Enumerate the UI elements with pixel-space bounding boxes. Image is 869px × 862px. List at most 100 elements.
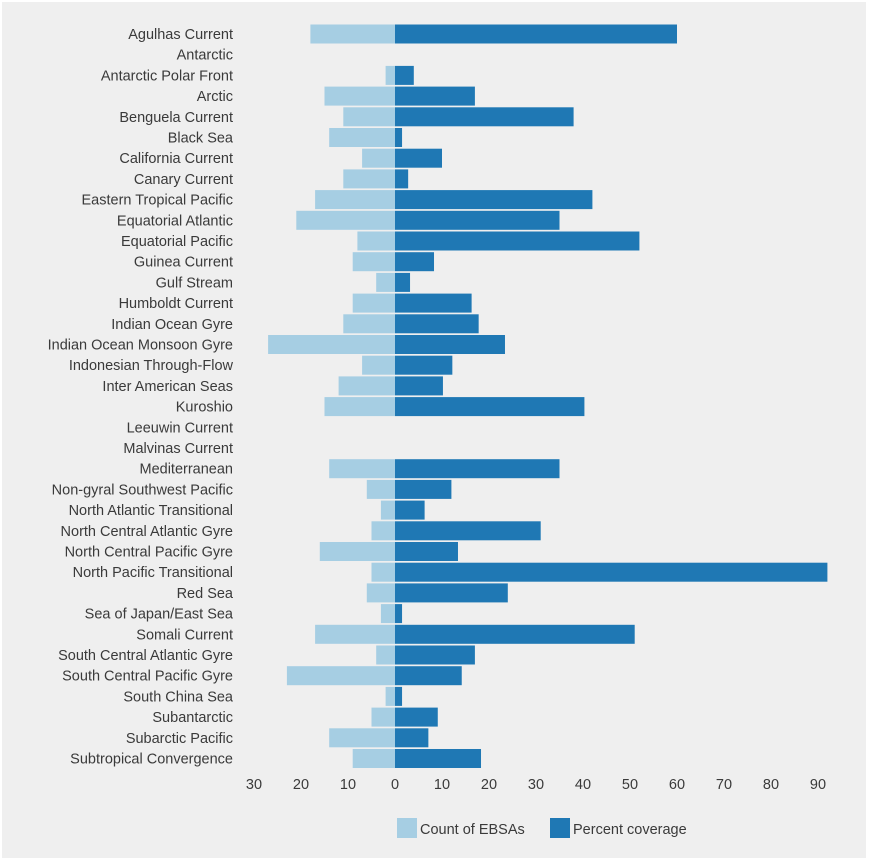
category-label-18: Kuroshio <box>176 400 233 416</box>
bar-count-11 <box>352 252 395 272</box>
bar-percent-16 <box>395 355 453 375</box>
category-label-28: Sea of Japan/East Sea <box>85 607 234 623</box>
bar-percent-34 <box>395 728 429 748</box>
bar-count-33 <box>371 707 395 727</box>
bar-count-23 <box>380 500 395 520</box>
bar-count-21 <box>329 459 395 479</box>
category-label-27: Red Sea <box>177 586 234 602</box>
category-label-7: Canary Current <box>134 172 233 188</box>
bar-count-27 <box>366 583 395 603</box>
bar-percent-30 <box>395 645 475 665</box>
category-label-30: South Central Atlantic Gyre <box>58 648 233 664</box>
bar-count-5 <box>329 128 395 147</box>
category-label-16: Indonesian Through-Flow <box>69 358 234 374</box>
category-label-26: North Pacific Transitional <box>73 565 233 581</box>
bar-percent-11 <box>395 252 435 272</box>
x-tick-label-6: 30 <box>528 777 544 793</box>
legend: Count of EBSAs Percent coverage <box>397 818 687 838</box>
bar-percent-12 <box>395 272 411 292</box>
bar-percent-26 <box>395 562 828 582</box>
category-label-31: South Central Pacific Gyre <box>62 669 233 685</box>
bar-count-15 <box>268 335 395 354</box>
bar-percent-18 <box>395 397 585 417</box>
bar-count-31 <box>286 666 395 686</box>
category-label-32: South China Sea <box>123 689 234 705</box>
bar-percent-29 <box>395 624 635 644</box>
legend-label-count: Count of EBSAs <box>420 822 525 838</box>
category-label-10: Equatorial Pacific <box>121 234 233 250</box>
category-label-21: Mediterranean <box>140 462 234 478</box>
category-label-34: Subarctic Pacific <box>126 731 233 747</box>
bar-percent-0 <box>395 24 677 44</box>
x-tick-label-7: 40 <box>575 777 591 793</box>
x-tick-label-2: 10 <box>340 777 356 793</box>
bar-percent-14 <box>395 314 479 334</box>
category-label-2: Antarctic Polar Front <box>101 68 233 84</box>
category-label-8: Eastern Tropical Pacific <box>81 193 233 209</box>
x-tick-label-0: 30 <box>246 777 262 793</box>
x-tick-label-1: 20 <box>293 777 309 793</box>
bar-count-28 <box>380 604 395 624</box>
bar-percent-13 <box>395 293 472 313</box>
category-label-13: Humboldt Current <box>119 296 233 312</box>
bar-percent-25 <box>395 542 458 561</box>
bar-count-24 <box>371 521 395 541</box>
legend-swatch-percent <box>550 818 570 838</box>
category-label-6: California Current <box>119 151 233 167</box>
x-tick-label-12: 90 <box>810 777 826 793</box>
bar-percent-4 <box>395 107 574 127</box>
bar-count-26 <box>371 562 395 582</box>
bar-count-22 <box>366 479 395 499</box>
category-label-0: Agulhas Current <box>128 27 233 43</box>
bar-count-25 <box>319 542 395 561</box>
category-label-25: North Central Pacific Gyre <box>65 545 233 561</box>
legend-label-percent: Percent coverage <box>573 822 687 838</box>
bar-count-18 <box>324 397 395 417</box>
bar-count-2 <box>385 65 395 85</box>
bar-percent-31 <box>395 666 462 686</box>
category-label-29: Somali Current <box>136 627 233 643</box>
bar-percent-17 <box>395 376 443 396</box>
category-labels: Agulhas Current Antarctic Antarctic Polar … <box>48 27 234 768</box>
bar-percent-35 <box>395 749 482 768</box>
bar-count-6 <box>362 148 395 168</box>
bar-count-32 <box>385 686 395 706</box>
bar-percent-22 <box>395 479 452 499</box>
x-tick-label-8: 50 <box>622 777 638 793</box>
bar-count-29 <box>315 624 395 644</box>
percent-bars <box>395 24 828 768</box>
bar-percent-33 <box>395 707 438 727</box>
x-tick-label-11: 80 <box>763 777 779 793</box>
bar-percent-9 <box>395 210 560 230</box>
category-label-11: Guinea Current <box>134 255 233 271</box>
bar-count-8 <box>315 190 395 210</box>
category-label-3: Arctic <box>197 89 233 105</box>
category-label-17: Inter American Seas <box>102 379 233 395</box>
category-label-22: Non-gyral Southwest Pacific <box>52 482 233 498</box>
bar-percent-32 <box>395 686 403 706</box>
bar-count-30 <box>376 645 395 665</box>
category-label-23: North Atlantic Transitional <box>69 503 233 519</box>
bar-percent-21 <box>395 459 560 479</box>
bar-count-3 <box>324 86 395 106</box>
category-label-33: Subantarctic <box>152 710 233 726</box>
bar-percent-23 <box>395 500 425 520</box>
bar-percent-2 <box>395 65 414 85</box>
category-label-20: Malvinas Current <box>123 441 233 457</box>
category-label-15: Indian Ocean Monsoon Gyre <box>48 338 233 354</box>
bar-count-12 <box>376 272 395 292</box>
bar-count-16 <box>362 355 395 375</box>
bar-count-35 <box>352 749 395 768</box>
bar-percent-15 <box>395 335 505 354</box>
x-tick-label-5: 20 <box>481 777 497 793</box>
category-label-5: Black Sea <box>168 131 234 147</box>
x-tick-label-9: 60 <box>669 777 685 793</box>
category-label-1: Antarctic <box>177 48 233 64</box>
bar-count-9 <box>296 210 395 230</box>
bar-percent-3 <box>395 86 475 106</box>
bar-percent-5 <box>395 128 403 147</box>
count-bars <box>268 24 395 768</box>
category-label-24: North Central Atlantic Gyre <box>61 524 233 540</box>
bar-percent-24 <box>395 521 541 541</box>
bar-percent-28 <box>395 604 403 624</box>
